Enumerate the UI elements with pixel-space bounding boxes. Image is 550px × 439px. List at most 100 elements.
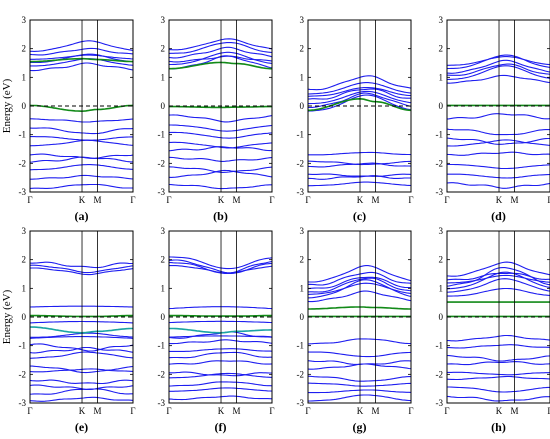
band-line [30,368,133,373]
y-tick-label: 0 [161,101,166,111]
band-line [169,46,272,59]
band-line [308,338,411,345]
highlight-band-line [169,61,272,70]
x-tick-label: Γ [166,195,171,205]
y-tick-label: 2 [300,255,305,265]
band-line [169,169,272,178]
highlight-band-line [169,327,272,334]
x-tick-label: M [510,406,518,416]
band-line [308,162,411,168]
band-line [308,181,411,187]
highlight-band-line [308,97,411,112]
bands-group [30,40,133,189]
y-tick-label: 1 [161,283,166,293]
band-line [447,274,550,284]
band-line [169,371,272,377]
y-tick-label: -1 [158,130,166,140]
band-line [169,348,272,352]
y-tick-label: 1 [439,72,444,82]
y-tick-label: -1 [19,341,27,351]
band-line [308,88,411,100]
band-line [447,54,550,70]
band-line [169,387,272,392]
x-tick-label: M [93,406,101,416]
y-tick-label: 2 [300,44,305,54]
y-axis-label: Energy (eV) [1,289,13,344]
x-tick-label: M [232,406,240,416]
y-tick-label: -1 [436,130,444,140]
band-line [30,267,133,276]
band-line [30,264,133,274]
band-line [30,351,133,359]
band-line [447,128,550,136]
y-tick-label: -2 [19,369,27,379]
band-line [447,163,550,170]
x-tick-label: Γ [444,195,449,205]
highlight-band-line [30,326,133,334]
panel-label: (b) [213,209,228,223]
y-tick-label: 1 [439,283,444,293]
panel-label: (c) [353,209,366,223]
y-tick-label: -3 [19,398,27,408]
band-line [169,141,272,149]
band-line [447,59,550,74]
y-tick-label: 2 [439,44,444,54]
bands-group [308,265,411,402]
x-tick-label: Γ [547,406,550,416]
band-line [30,396,133,402]
band-line [447,261,550,277]
band-line [308,363,411,370]
band-line [169,395,272,401]
band-line [30,388,133,395]
panel-label: (g) [353,420,367,434]
band-line [169,381,272,387]
highlight-band-line [30,314,133,318]
band-line [30,305,133,308]
y-tick-label: -1 [297,130,305,140]
y-tick-label: 0 [439,101,444,111]
band-line [308,87,411,97]
bands-group [169,38,272,190]
band-line [308,151,411,156]
x-tick-label: M [371,195,379,205]
y-tick-label: -2 [297,158,305,168]
band-line [30,118,133,123]
band-line [169,146,272,152]
y-tick-label: -2 [297,369,305,379]
y-tick-label: -1 [436,341,444,351]
band-line [169,339,272,345]
y-tick-label: -1 [158,341,166,351]
band-line [447,395,550,402]
band-line [447,371,550,376]
y-tick-label: 2 [439,255,444,265]
x-tick-label: Γ [408,195,413,205]
band-line [169,183,272,190]
band-line [169,306,272,310]
band-line [447,113,550,120]
y-tick-label: 1 [161,72,166,82]
y-axis-label: Energy (eV) [1,78,13,133]
y-tick-label: 1 [300,72,305,82]
band-line [447,137,550,145]
y-tick-label: -3 [19,187,27,197]
band-line [308,382,411,387]
band-line [30,156,133,163]
band-line [308,92,411,109]
band-line [447,65,550,81]
band-line [308,277,411,293]
band-line [169,114,272,123]
x-tick-label: Γ [27,406,32,416]
x-tick-label: Γ [27,195,32,205]
x-tick-label: Γ [408,406,413,416]
band-line [30,127,133,135]
y-tick-label: -2 [436,158,444,168]
x-tick-label: K [79,195,86,205]
band-line [447,267,550,287]
band-line [30,139,133,147]
band-line [308,75,411,91]
band-line [30,136,133,141]
